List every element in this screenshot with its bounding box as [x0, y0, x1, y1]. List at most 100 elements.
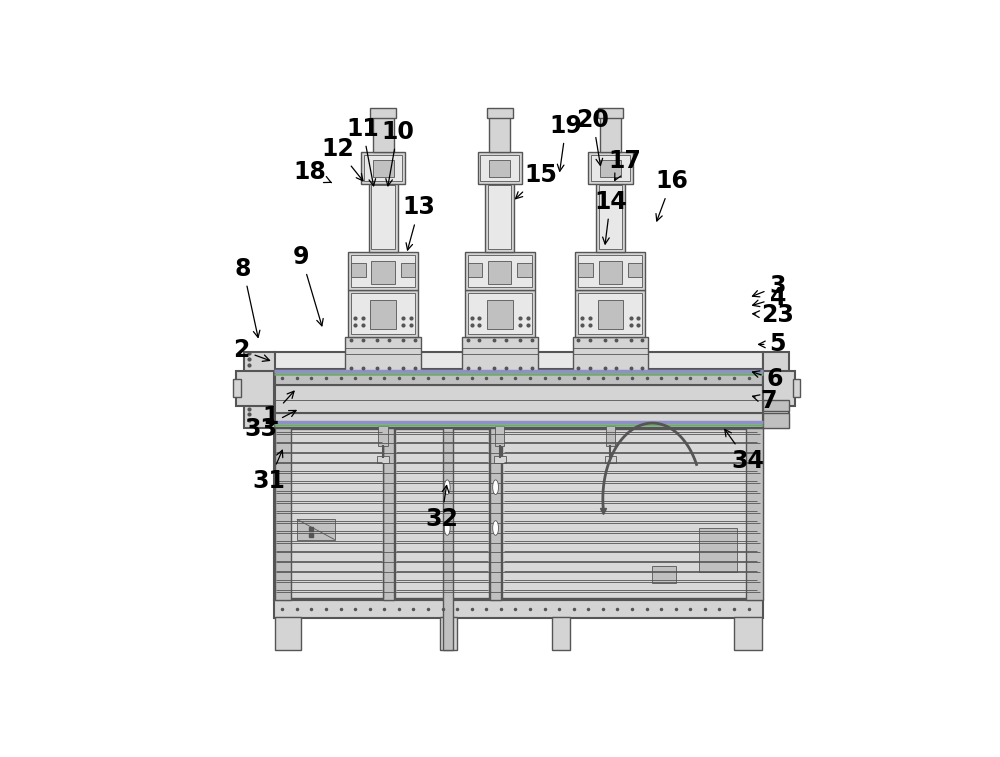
Bar	[468, 293, 532, 334]
Bar	[763, 371, 795, 406]
Bar	[485, 182, 514, 252]
Bar	[487, 300, 512, 329]
Bar	[578, 263, 593, 277]
Text: 34: 34	[725, 429, 764, 473]
Bar	[244, 352, 275, 428]
Bar	[517, 263, 532, 277]
Text: 8: 8	[235, 257, 260, 338]
Bar	[233, 379, 241, 397]
Text: 7: 7	[753, 389, 777, 413]
Bar	[468, 263, 482, 277]
Bar	[578, 255, 642, 287]
Text: 10: 10	[381, 120, 414, 185]
Bar	[236, 371, 274, 406]
Text: 20: 20	[577, 108, 609, 166]
Bar	[746, 428, 763, 600]
Bar	[401, 263, 415, 277]
Text: 4: 4	[753, 285, 786, 310]
Bar	[763, 413, 789, 428]
Bar	[552, 617, 570, 650]
Bar	[297, 519, 335, 540]
Bar	[468, 255, 532, 287]
Bar	[699, 528, 737, 572]
Bar	[274, 413, 763, 428]
Bar	[373, 117, 394, 152]
Bar	[628, 263, 642, 277]
Bar	[605, 456, 616, 463]
Text: 19: 19	[550, 114, 583, 171]
Bar	[351, 255, 415, 287]
Bar	[588, 152, 633, 184]
Bar	[395, 429, 489, 598]
Text: 15: 15	[516, 164, 557, 199]
Bar	[600, 117, 621, 152]
Bar	[606, 426, 615, 447]
Bar	[465, 290, 535, 337]
Bar	[487, 107, 512, 118]
Text: 13: 13	[403, 195, 436, 250]
Bar	[480, 155, 519, 181]
Bar	[494, 456, 506, 463]
Bar	[274, 371, 763, 385]
Text: 3: 3	[752, 274, 786, 298]
Bar	[274, 600, 763, 618]
Bar	[369, 182, 398, 252]
Bar	[383, 428, 394, 600]
Text: 2: 2	[233, 338, 270, 363]
Bar	[348, 252, 418, 290]
Bar	[495, 426, 504, 447]
Ellipse shape	[444, 480, 450, 494]
Bar	[351, 263, 366, 277]
Bar	[763, 352, 789, 428]
Text: 1: 1	[262, 391, 294, 429]
Bar	[599, 185, 622, 249]
Bar	[274, 428, 763, 600]
Bar	[373, 160, 394, 177]
Text: 6: 6	[753, 367, 783, 391]
Bar	[578, 293, 642, 334]
Bar	[345, 337, 421, 371]
Bar	[734, 617, 762, 650]
Bar	[502, 429, 758, 598]
Bar	[489, 160, 510, 177]
Bar	[274, 385, 763, 413]
Text: 23: 23	[753, 304, 794, 327]
Bar	[370, 300, 396, 329]
Bar	[351, 293, 415, 334]
Bar	[600, 160, 621, 177]
Bar	[478, 152, 522, 184]
Bar	[378, 426, 388, 447]
Text: 11: 11	[346, 117, 379, 185]
Bar	[348, 290, 418, 337]
Text: 33: 33	[244, 410, 296, 441]
Bar	[575, 290, 645, 337]
Bar	[763, 400, 789, 412]
Text: 16: 16	[655, 169, 688, 221]
Bar	[598, 107, 623, 118]
Bar	[371, 261, 395, 285]
Bar	[575, 252, 645, 290]
Bar	[275, 429, 383, 598]
Bar	[596, 182, 625, 252]
Bar	[591, 155, 630, 181]
Text: 5: 5	[759, 332, 786, 357]
Bar	[573, 337, 648, 371]
Bar	[489, 117, 510, 152]
Text: 31: 31	[252, 450, 285, 494]
Bar	[275, 428, 291, 600]
Bar	[462, 337, 538, 371]
Ellipse shape	[444, 521, 450, 535]
Bar	[274, 352, 763, 369]
Bar	[364, 155, 402, 181]
Bar	[361, 152, 405, 184]
Bar	[465, 252, 535, 290]
Bar	[652, 566, 676, 584]
Bar	[440, 617, 457, 650]
Bar	[488, 261, 511, 285]
Bar	[490, 428, 501, 600]
Bar	[443, 426, 453, 650]
Bar	[598, 300, 623, 329]
Text: 9: 9	[293, 245, 323, 326]
Ellipse shape	[493, 480, 499, 494]
Bar	[275, 617, 301, 650]
